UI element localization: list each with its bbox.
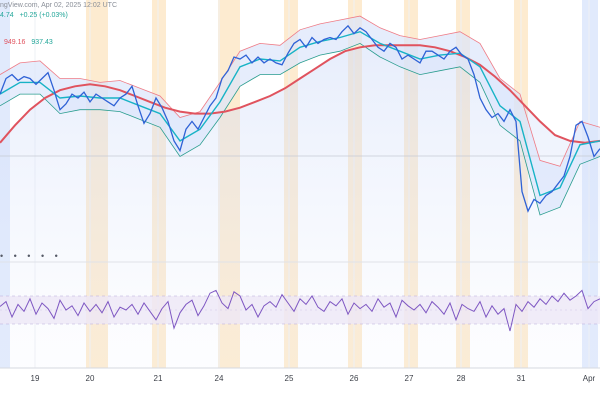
price-line xyxy=(0,24,600,213)
attribution-text: ngView.com, Apr 02, 2025 12:02 UTC xyxy=(0,2,117,9)
ma-fast-line xyxy=(0,30,600,197)
ma-slow-line xyxy=(0,44,600,144)
x-tick-label-8: 31 xyxy=(517,374,526,383)
attribution-label: ngView.com, Apr 02, 2025 12:02 UTC xyxy=(0,2,117,9)
x-tick-label-0: 19 xyxy=(31,374,40,383)
quote-last: 4.74 xyxy=(0,12,14,19)
band-lower-line xyxy=(0,42,600,216)
x-tick-label-7: 28 xyxy=(457,374,466,383)
quote-readout: 4.74 +0.25 (+0.03%) xyxy=(0,12,68,19)
x-tick-label-4: 25 xyxy=(285,374,294,383)
rsi-settings-dots: • • • • • xyxy=(0,251,62,261)
indicator-values: 949.16 937.43 xyxy=(4,39,53,46)
rsi-line xyxy=(0,289,600,332)
x-tick-label-3: 24 xyxy=(215,374,224,383)
x-tick-label-1: 20 xyxy=(86,374,95,383)
x-tick-label-2: 21 xyxy=(154,374,163,383)
x-tick-label-5: 26 xyxy=(350,374,359,383)
indicator-upper-value: 949.16 xyxy=(4,39,26,46)
quote-change: +0.25 (+0.03%) xyxy=(19,12,68,19)
band-upper-line xyxy=(0,15,600,167)
x-tick-label-6: 27 xyxy=(405,374,414,383)
ma-area-fill xyxy=(0,45,600,369)
band-fill xyxy=(0,16,600,215)
indicator-lower-value: 937.43 xyxy=(31,39,53,46)
x-tick-label-9: Apr xyxy=(583,374,596,383)
